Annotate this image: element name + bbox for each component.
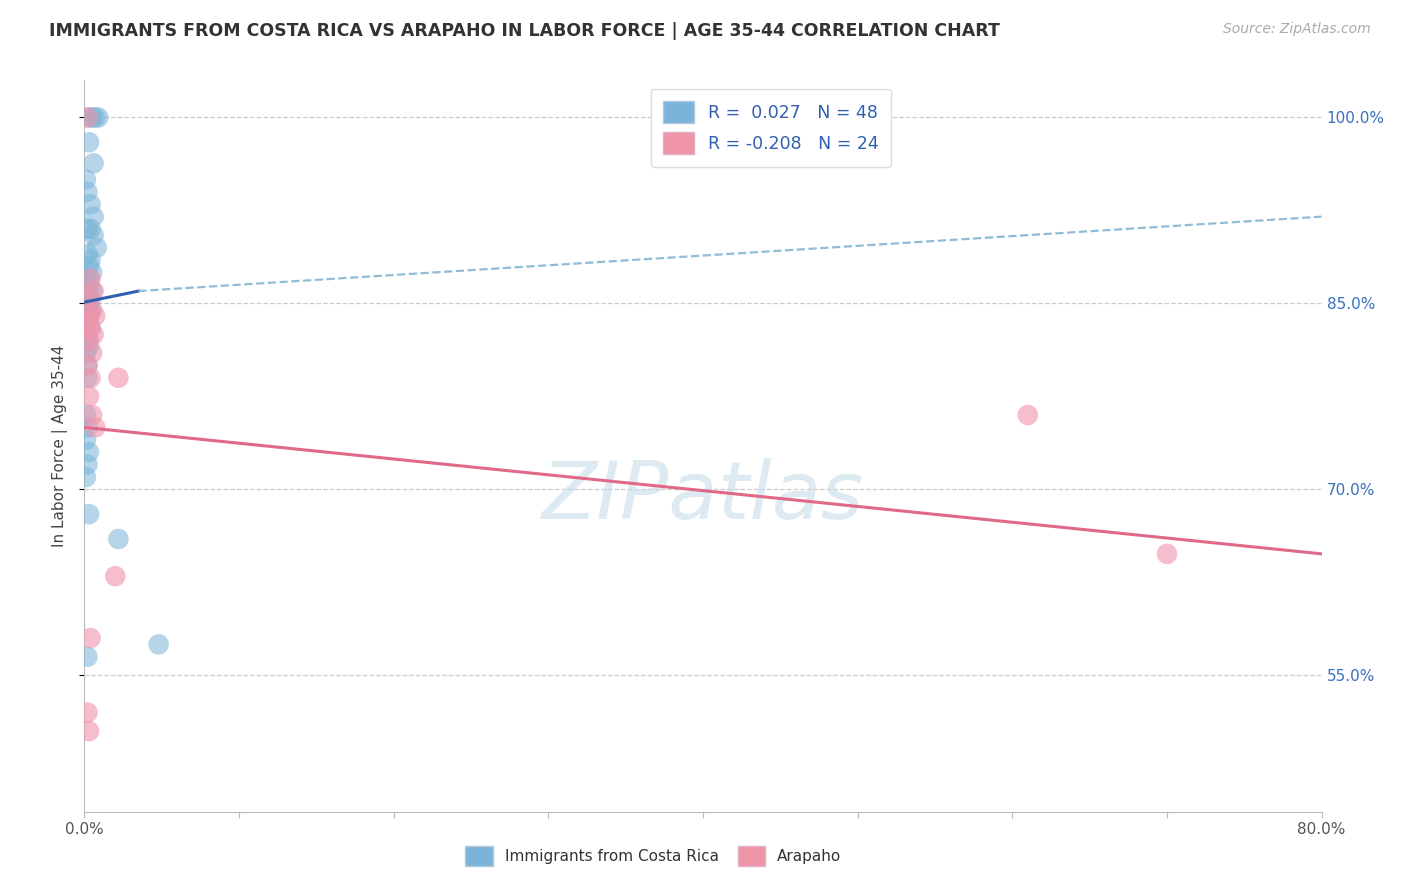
Point bbox=[77, 290, 100, 304]
Point bbox=[76, 334, 98, 348]
Point bbox=[76, 649, 98, 664]
Point bbox=[76, 359, 98, 373]
Point bbox=[83, 156, 105, 170]
Point bbox=[79, 222, 101, 236]
Point bbox=[77, 111, 100, 125]
Point bbox=[77, 259, 100, 273]
Point bbox=[76, 222, 98, 236]
Point bbox=[79, 293, 101, 308]
Point bbox=[76, 315, 98, 329]
Point bbox=[77, 445, 100, 459]
Point bbox=[76, 111, 98, 125]
Point bbox=[84, 111, 107, 125]
Point bbox=[82, 265, 104, 279]
Point bbox=[79, 371, 101, 385]
Text: ZIPatlas: ZIPatlas bbox=[541, 458, 865, 536]
Point bbox=[83, 210, 105, 224]
Point bbox=[79, 321, 101, 335]
Point bbox=[75, 172, 97, 186]
Point bbox=[107, 532, 129, 546]
Point bbox=[77, 309, 100, 323]
Point bbox=[1017, 408, 1039, 422]
Point bbox=[82, 111, 104, 125]
Point bbox=[87, 111, 110, 125]
Point bbox=[77, 389, 100, 403]
Point bbox=[83, 327, 105, 342]
Point bbox=[79, 253, 101, 268]
Point bbox=[75, 296, 97, 310]
Point bbox=[76, 302, 98, 317]
Point bbox=[79, 271, 101, 285]
Point bbox=[148, 637, 170, 651]
Y-axis label: In Labor Force | Age 35-44: In Labor Force | Age 35-44 bbox=[52, 345, 69, 547]
Point bbox=[79, 197, 101, 211]
Point bbox=[77, 299, 100, 313]
Text: IMMIGRANTS FROM COSTA RICA VS ARAPAHO IN LABOR FORCE | AGE 35-44 CORRELATION CHA: IMMIGRANTS FROM COSTA RICA VS ARAPAHO IN… bbox=[49, 22, 1000, 40]
Legend: Immigrants from Costa Rica, Arapaho: Immigrants from Costa Rica, Arapaho bbox=[458, 838, 849, 873]
Point bbox=[86, 241, 108, 255]
Point bbox=[83, 284, 105, 298]
Point bbox=[75, 271, 97, 285]
Point bbox=[76, 185, 98, 199]
Point bbox=[77, 507, 100, 521]
Point bbox=[75, 346, 97, 360]
Point bbox=[75, 327, 97, 342]
Point bbox=[107, 371, 129, 385]
Point bbox=[77, 334, 100, 348]
Point bbox=[76, 458, 98, 472]
Point bbox=[82, 284, 104, 298]
Point bbox=[77, 135, 100, 149]
Point bbox=[79, 631, 101, 645]
Point bbox=[77, 271, 100, 285]
Point bbox=[77, 311, 100, 326]
Point bbox=[82, 346, 104, 360]
Point bbox=[76, 359, 98, 373]
Point bbox=[77, 277, 100, 292]
Point bbox=[104, 569, 127, 583]
Point bbox=[76, 315, 98, 329]
Point bbox=[84, 420, 107, 434]
Point bbox=[82, 302, 104, 317]
Point bbox=[75, 470, 97, 484]
Point bbox=[84, 309, 107, 323]
Point bbox=[83, 228, 105, 243]
Point bbox=[75, 408, 97, 422]
Point bbox=[76, 420, 98, 434]
Text: Source: ZipAtlas.com: Source: ZipAtlas.com bbox=[1223, 22, 1371, 37]
Point bbox=[77, 340, 100, 354]
Point bbox=[76, 247, 98, 261]
Point bbox=[76, 371, 98, 385]
Point bbox=[79, 305, 101, 319]
Point bbox=[1156, 547, 1178, 561]
Point bbox=[79, 321, 101, 335]
Point bbox=[82, 408, 104, 422]
Point bbox=[75, 309, 97, 323]
Point bbox=[77, 724, 100, 739]
Point bbox=[76, 706, 98, 720]
Point bbox=[75, 433, 97, 447]
Point bbox=[76, 290, 98, 304]
